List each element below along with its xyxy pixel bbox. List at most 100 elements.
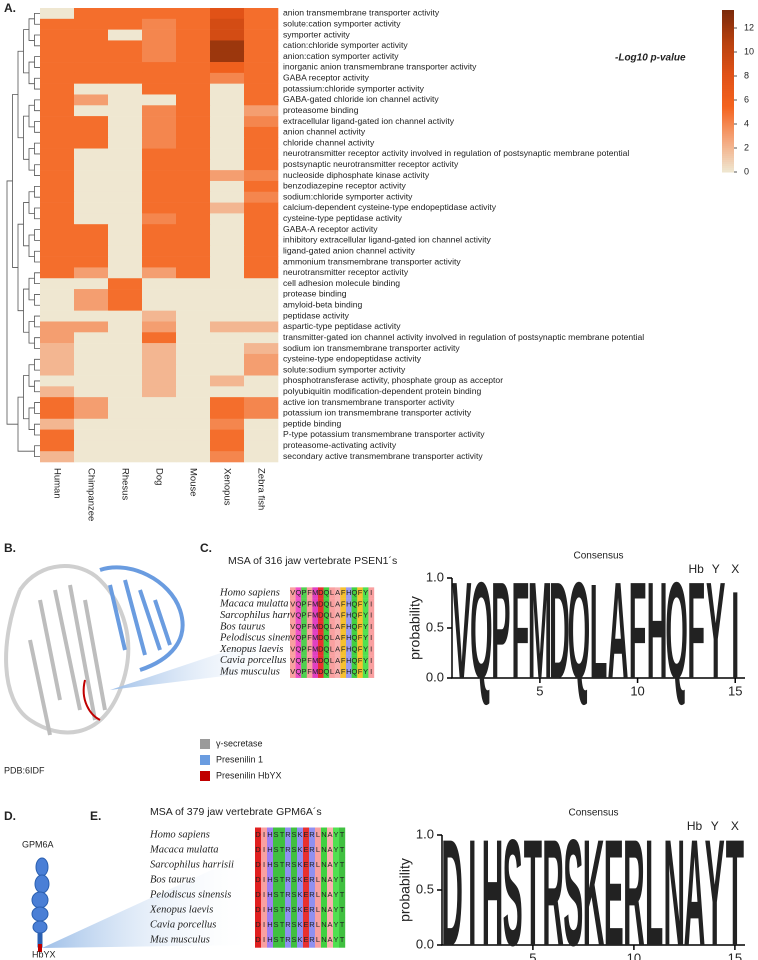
residue-cell — [340, 598, 347, 611]
heatmap-cell — [210, 72, 245, 84]
residue: P — [301, 599, 306, 608]
residue-cell — [357, 621, 363, 633]
residue-cell — [303, 902, 310, 918]
residue-cell — [273, 827, 280, 843]
dendrogram-branch — [34, 207, 40, 220]
residue: T — [340, 860, 345, 869]
dendrogram-branch — [34, 250, 40, 263]
colorbar-segment — [722, 139, 734, 143]
heatmap-cell — [108, 235, 143, 247]
heatmap-cell — [210, 440, 245, 452]
residue: F — [358, 667, 363, 676]
residue-cell — [334, 609, 341, 622]
residue-cell — [285, 917, 292, 933]
residue: F — [307, 667, 312, 676]
residue-cell — [323, 598, 330, 611]
heatmap-cell — [210, 137, 245, 149]
heatmap-cell — [40, 8, 75, 20]
residue: R — [285, 830, 291, 839]
dendrogram-branch — [34, 294, 40, 306]
heatmap-cell — [74, 299, 109, 311]
residue: Y — [363, 656, 368, 665]
dendrogram-branch — [34, 315, 40, 328]
residue: Q — [295, 633, 301, 642]
residue-cell — [327, 872, 334, 888]
heatmap-cell — [142, 299, 177, 311]
heatmap-cell — [40, 267, 75, 279]
heatmap-cell — [74, 321, 109, 333]
residue: E — [303, 860, 308, 869]
residue: R — [309, 920, 315, 929]
heatmap-cell — [108, 159, 143, 171]
dendrogram-branch — [28, 61, 35, 85]
heatmap-cell — [142, 256, 177, 268]
residue-cell — [255, 842, 262, 858]
residue: L — [330, 656, 334, 665]
heatmap-cell — [244, 418, 279, 430]
residue-cell — [290, 632, 296, 645]
residue-cell — [333, 917, 340, 933]
residue: L — [316, 935, 320, 944]
species-name: Xenopus laevis — [219, 644, 283, 655]
residue-cell — [362, 655, 369, 667]
residue: Q — [323, 599, 329, 608]
row-label: postsynaptic neurotransmitter receptor a… — [283, 159, 459, 169]
residue: T — [280, 920, 285, 929]
residue-cell — [321, 842, 328, 858]
heatmap-cell — [176, 72, 211, 84]
residue-cell — [321, 857, 328, 873]
heatmap-cell — [40, 310, 75, 322]
residue: M — [312, 633, 318, 642]
colorbar-segment — [722, 159, 734, 163]
heatmap-cell — [210, 213, 245, 225]
residue-cell — [290, 666, 296, 678]
residue: L — [330, 588, 334, 597]
row-label: aspartic-type peptidase activity — [283, 321, 401, 331]
heatmap-cell — [74, 267, 109, 279]
residue: P — [301, 633, 306, 642]
residue-cell — [362, 621, 369, 633]
species-name: Sarcophilus harrisii — [220, 610, 304, 621]
residue: V — [290, 622, 295, 631]
residue: Q — [351, 622, 357, 631]
residue-cell — [340, 621, 347, 633]
residue-cell — [339, 872, 346, 888]
residue-cell — [334, 621, 341, 633]
dendrogram-branch — [28, 364, 35, 387]
heatmap-cell — [40, 386, 75, 398]
heatmap-cell — [244, 72, 279, 84]
residue-cell — [315, 932, 322, 948]
residue: D — [255, 935, 261, 944]
residue-cell — [339, 917, 346, 933]
heatmap-cell — [142, 386, 177, 398]
colorbar-segment — [722, 40, 734, 43]
residue-cell — [261, 857, 268, 873]
residue-cell — [351, 655, 358, 667]
residue-cell — [312, 666, 319, 678]
residue-cell — [309, 902, 316, 918]
residue: T — [280, 875, 285, 884]
heatmap-cell — [108, 299, 143, 311]
residue: V — [290, 633, 295, 642]
heatmap-cell — [108, 213, 143, 225]
residue: K — [297, 905, 302, 914]
colorbar-segment — [722, 88, 734, 92]
residue-cell — [303, 827, 310, 843]
residue-cell — [295, 598, 302, 611]
heatmap-cell — [210, 245, 245, 257]
residue: F — [341, 599, 346, 608]
heatmap-cell — [210, 310, 245, 322]
colorbar-segment — [722, 16, 734, 19]
residue-cell — [318, 609, 324, 622]
residue: T — [280, 890, 285, 899]
colorbar-segment — [722, 105, 734, 108]
residue: T — [340, 845, 345, 854]
residue-cell — [321, 932, 328, 948]
heatmap-cell — [244, 364, 279, 376]
residue-cell — [306, 598, 313, 611]
row-label: active ion transmembrane transporter act… — [283, 397, 455, 407]
species-name: Mus musculus — [149, 934, 210, 945]
heatmap-cell — [74, 40, 109, 52]
heatmap-cell — [210, 116, 245, 128]
residue-cell — [267, 902, 274, 918]
